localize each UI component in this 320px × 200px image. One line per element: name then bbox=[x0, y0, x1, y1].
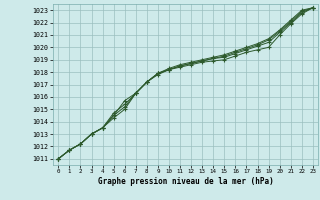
X-axis label: Graphe pression niveau de la mer (hPa): Graphe pression niveau de la mer (hPa) bbox=[98, 177, 274, 186]
